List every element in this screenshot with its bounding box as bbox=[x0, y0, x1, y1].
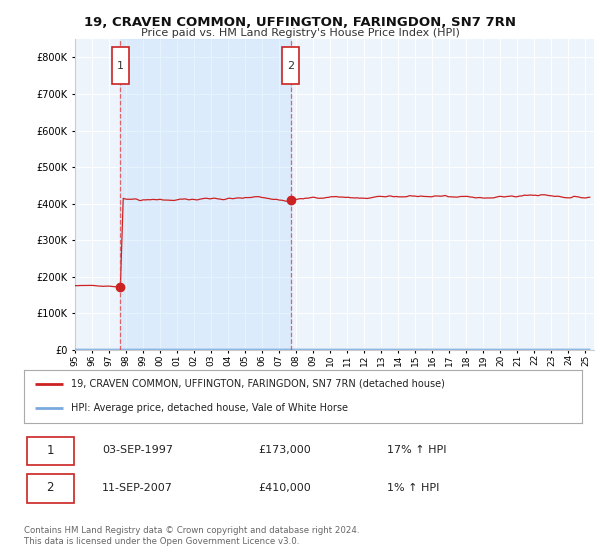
Text: 1% ↑ HPI: 1% ↑ HPI bbox=[387, 483, 439, 493]
FancyBboxPatch shape bbox=[27, 437, 74, 465]
Text: £410,000: £410,000 bbox=[259, 483, 311, 493]
FancyBboxPatch shape bbox=[282, 47, 299, 84]
Text: 2: 2 bbox=[287, 60, 294, 71]
Text: 1: 1 bbox=[117, 60, 124, 71]
FancyBboxPatch shape bbox=[27, 474, 74, 503]
Text: 19, CRAVEN COMMON, UFFINGTON, FARINGDON, SN7 7RN (detached house): 19, CRAVEN COMMON, UFFINGTON, FARINGDON,… bbox=[71, 379, 445, 389]
Text: Contains HM Land Registry data © Crown copyright and database right 2024.
This d: Contains HM Land Registry data © Crown c… bbox=[24, 526, 359, 546]
Text: 19, CRAVEN COMMON, UFFINGTON, FARINGDON, SN7 7RN: 19, CRAVEN COMMON, UFFINGTON, FARINGDON,… bbox=[84, 16, 516, 29]
Text: Price paid vs. HM Land Registry's House Price Index (HPI): Price paid vs. HM Land Registry's House … bbox=[140, 28, 460, 38]
Text: 17% ↑ HPI: 17% ↑ HPI bbox=[387, 445, 446, 455]
Text: £173,000: £173,000 bbox=[259, 445, 311, 455]
Text: HPI: Average price, detached house, Vale of White Horse: HPI: Average price, detached house, Vale… bbox=[71, 403, 349, 413]
Text: 11-SEP-2007: 11-SEP-2007 bbox=[102, 483, 173, 493]
Bar bbox=[121, 39, 290, 350]
Text: 1: 1 bbox=[46, 444, 54, 457]
Text: 03-SEP-1997: 03-SEP-1997 bbox=[102, 445, 173, 455]
Text: 2: 2 bbox=[46, 481, 54, 494]
FancyBboxPatch shape bbox=[112, 47, 129, 84]
